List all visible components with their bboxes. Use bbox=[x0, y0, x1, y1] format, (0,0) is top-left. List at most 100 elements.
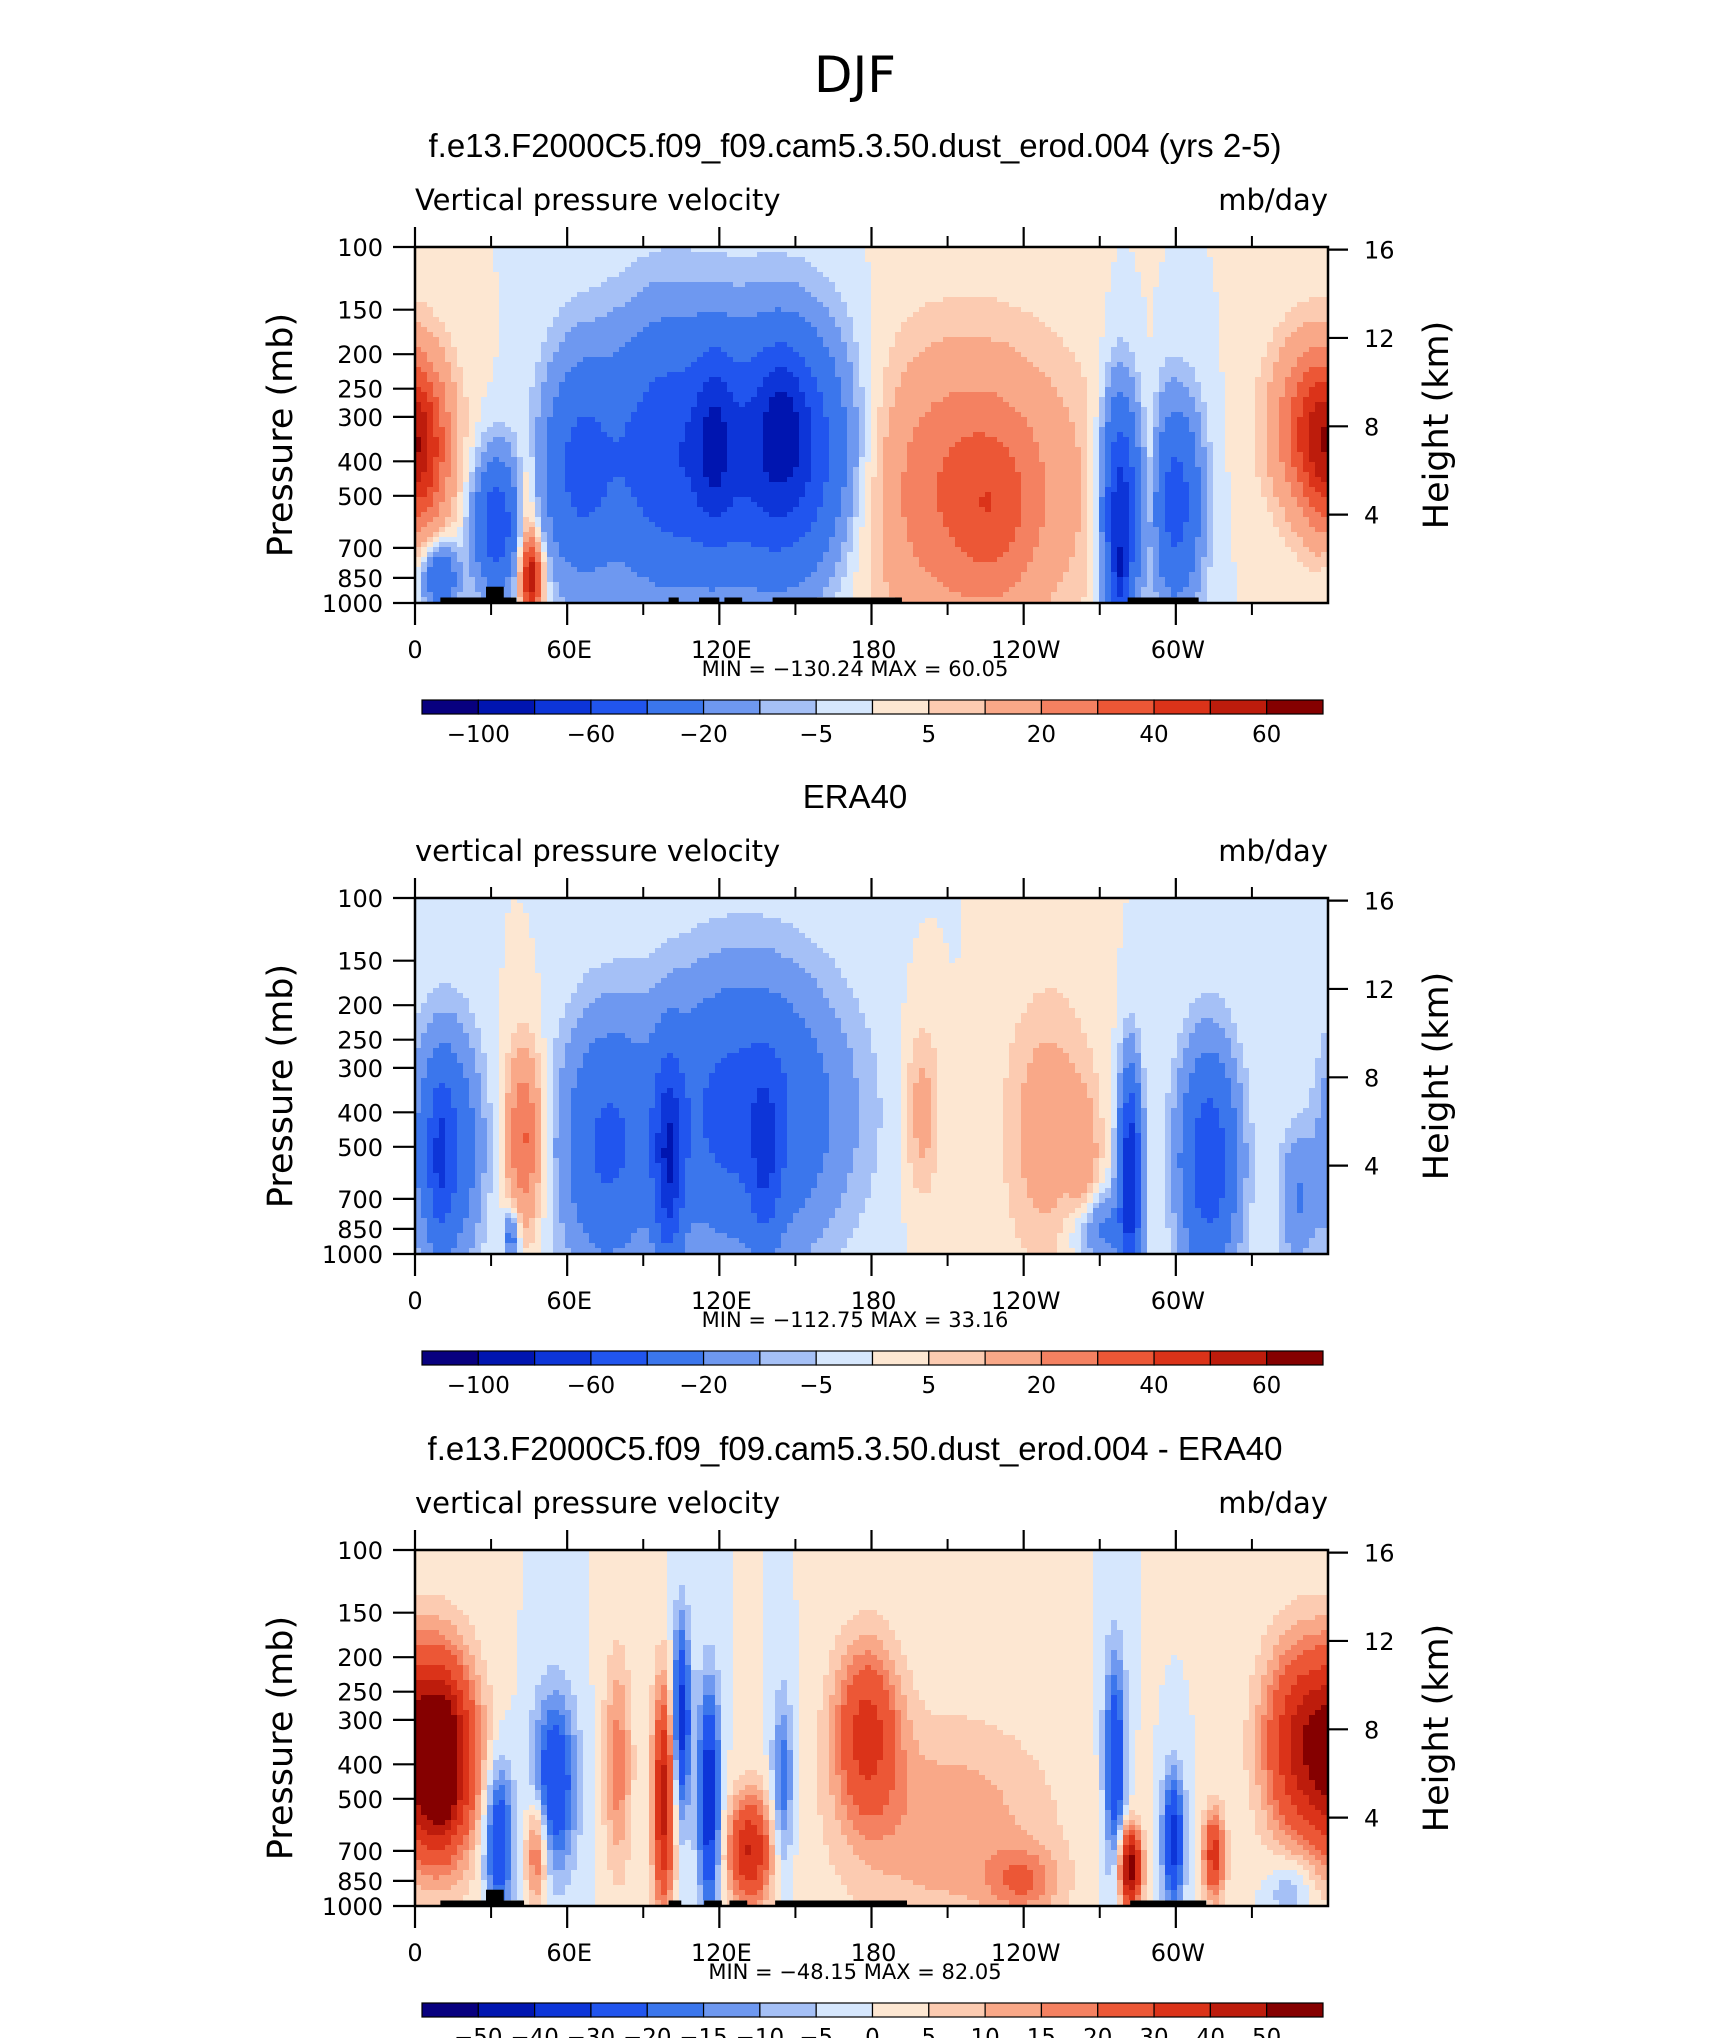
contour-cell bbox=[1195, 592, 1208, 598]
contour-cell bbox=[1069, 417, 1088, 423]
contour-cell bbox=[1099, 507, 1106, 513]
contour-cell bbox=[1093, 437, 1100, 443]
contour-cell bbox=[415, 1028, 428, 1034]
contour-cell bbox=[481, 1108, 494, 1114]
contour-cell bbox=[937, 1148, 1004, 1154]
contour-cell bbox=[499, 973, 542, 979]
contour-cell bbox=[1153, 302, 1220, 308]
contour-cell bbox=[1279, 502, 1298, 508]
contour-cell bbox=[415, 592, 422, 598]
contour-cell bbox=[1141, 447, 1148, 453]
contour-cell bbox=[559, 1193, 572, 1199]
contour-cell bbox=[535, 497, 542, 503]
contour-cell bbox=[421, 1083, 440, 1089]
contour-cell bbox=[1285, 1133, 1316, 1139]
contour-cell bbox=[415, 327, 428, 333]
contour-cell bbox=[487, 1088, 500, 1094]
contour-cell bbox=[415, 417, 428, 423]
contour-cell bbox=[541, 497, 548, 503]
contour-cell bbox=[655, 1138, 668, 1144]
contour-cell bbox=[919, 352, 1022, 358]
contour-cell bbox=[1279, 1143, 1292, 1149]
contour-cell bbox=[619, 1168, 650, 1174]
contour-cell bbox=[913, 958, 950, 964]
contour-cell bbox=[571, 1148, 596, 1154]
contour-cell bbox=[1135, 577, 1148, 583]
contour-cell bbox=[547, 1048, 554, 1054]
contour-cell bbox=[1087, 532, 1094, 538]
topography-block bbox=[772, 597, 902, 603]
contour-cell bbox=[919, 1068, 926, 1074]
contour-cell bbox=[937, 472, 1022, 478]
contour-cell bbox=[1003, 1118, 1022, 1124]
contour-cell bbox=[547, 1168, 554, 1174]
contour-cell bbox=[1165, 1138, 1172, 1144]
contour-cell bbox=[853, 362, 860, 368]
contour-cell bbox=[541, 1153, 548, 1159]
contour-cell bbox=[1201, 472, 1208, 478]
contour-cell bbox=[811, 1188, 848, 1194]
contour-cell bbox=[901, 372, 1046, 378]
contour-cell bbox=[1165, 1123, 1172, 1129]
contour-cell bbox=[661, 1068, 680, 1074]
contour-cell bbox=[1147, 1148, 1166, 1154]
contour-cell bbox=[1207, 422, 1226, 428]
contour-cell bbox=[535, 948, 656, 954]
contour-cell bbox=[463, 582, 476, 588]
contour-cell bbox=[679, 1193, 686, 1199]
contour-cell bbox=[493, 422, 506, 428]
contour-cell bbox=[433, 1053, 458, 1059]
contour-cell bbox=[1249, 1073, 1316, 1079]
contour-cell bbox=[427, 1153, 434, 1159]
contour-cell bbox=[1153, 312, 1220, 318]
contour-cell bbox=[1153, 482, 1160, 488]
contour-cell bbox=[871, 387, 884, 393]
contour-cell bbox=[1249, 1143, 1256, 1149]
contour-cell bbox=[559, 1213, 578, 1219]
contour-cell bbox=[427, 1168, 434, 1174]
contour-cell bbox=[487, 1083, 500, 1089]
contour-cell bbox=[481, 482, 512, 488]
contour-cell bbox=[541, 522, 554, 528]
contour-cell bbox=[487, 1203, 500, 1209]
contour-cell bbox=[853, 482, 860, 488]
contour-cell bbox=[523, 903, 962, 909]
contour-cell bbox=[1285, 1198, 1298, 1204]
contour-cell bbox=[1123, 1198, 1136, 1204]
contour-cell bbox=[907, 1088, 914, 1094]
contour-cell bbox=[1099, 367, 1106, 373]
contour-cell bbox=[475, 457, 482, 463]
contour-cell bbox=[1087, 542, 1094, 548]
contour-cell bbox=[529, 933, 680, 939]
contour-cell bbox=[1261, 492, 1274, 498]
contour-cell bbox=[1267, 502, 1280, 508]
contour-cell bbox=[823, 302, 848, 308]
contour-cell bbox=[535, 1208, 542, 1214]
contour-cell bbox=[847, 537, 854, 543]
contour-cell bbox=[595, 1133, 626, 1139]
contour-cell bbox=[1249, 1208, 1280, 1214]
contour-cell bbox=[511, 1118, 536, 1124]
contour-cell bbox=[1087, 377, 1100, 383]
contour-cell bbox=[949, 948, 962, 954]
contour-cell bbox=[565, 467, 686, 473]
contour-cell bbox=[427, 352, 446, 358]
contour-cell bbox=[937, 1073, 1010, 1079]
contour-cell bbox=[463, 377, 494, 383]
contour-cell bbox=[481, 472, 512, 478]
contour-cell bbox=[1183, 1148, 1196, 1154]
contour-cell bbox=[433, 552, 458, 558]
contour-cell bbox=[1279, 417, 1292, 423]
contour-cell bbox=[445, 1083, 470, 1089]
contour-cell bbox=[883, 447, 908, 453]
contour-cell bbox=[475, 482, 482, 488]
contour-cell bbox=[1099, 562, 1106, 568]
contour-cell bbox=[1219, 1118, 1238, 1124]
contour-cell bbox=[1195, 1058, 1220, 1064]
contour-cell bbox=[937, 1063, 1010, 1069]
contour-cell bbox=[457, 432, 470, 438]
contour-cell bbox=[1267, 347, 1280, 353]
contour-cell bbox=[877, 1073, 902, 1079]
contour-cell bbox=[433, 542, 440, 548]
contour-cell bbox=[1039, 537, 1076, 543]
